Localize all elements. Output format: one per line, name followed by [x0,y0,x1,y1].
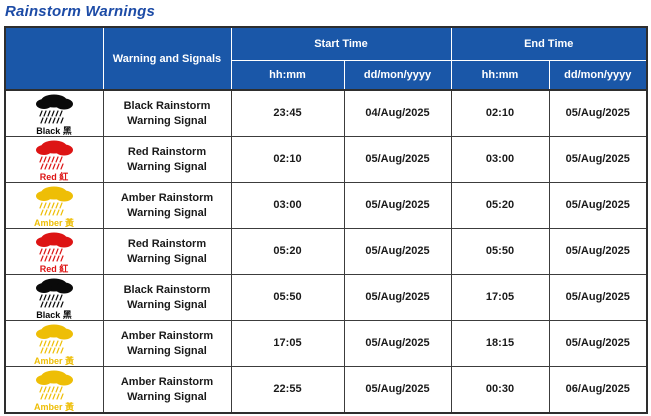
warning-icon-cell: Red 紅 [4,228,104,275]
warning-icon-cell: Amber 黃 [4,182,104,229]
warning-icon-label: Black 黑 [36,126,72,136]
end-date-cell: 05/Aug/2025 [548,320,648,367]
end-date-cell: 05/Aug/2025 [548,89,648,137]
warning-table-row: Amber 黃 Amber Rainstorm Warning Signal 1… [4,320,648,367]
end-time-cell: 00:30 [450,366,550,414]
warning-icon-cell: Amber 黃 [4,366,104,414]
end-time-cell: 17:05 [450,274,550,321]
start-date-cell: 05/Aug/2025 [343,136,452,183]
header-start-time-group: Start Time [230,26,452,61]
end-date-cell: 05/Aug/2025 [548,228,648,275]
end-date-cell: 05/Aug/2025 [548,274,648,321]
signal-name-cell: Amber Rainstorm Warning Signal [102,182,232,229]
warning-icon-label: Amber 黃 [34,217,74,228]
start-date-cell: 05/Aug/2025 [343,228,452,275]
end-date-cell: 06/Aug/2025 [548,366,648,414]
warning-table-row: Red 紅 Red Rainstorm Warning Signal 05:20… [4,228,648,275]
page-title: Rainstorm Warnings [5,3,156,20]
red-rainstorm-icon: Red 紅 [36,140,74,182]
start-time-cell: 03:00 [230,182,345,229]
header-start-hhmm: hh:mm [230,60,345,91]
black-rainstorm-icon: Black 黑 [36,94,74,136]
warning-table-row: Amber 黃 Amber Rainstorm Warning Signal 0… [4,182,648,229]
warning-table-row: Black 黑 Black Rainstorm Warning Signal 2… [4,89,648,137]
red-rainstorm-icon: Red 紅 [36,232,74,274]
start-time-cell: 22:55 [230,366,345,414]
warning-icon-cell: Red 紅 [4,136,104,183]
start-time-cell: 02:10 [230,136,345,183]
end-time-cell: 02:10 [450,89,550,137]
start-date-cell: 05/Aug/2025 [343,274,452,321]
amber-rainstorm-icon: Amber 黃 [34,324,74,366]
start-time-cell: 05:20 [230,228,345,275]
warning-icon-label: Red 紅 [40,263,69,274]
warning-icon-label: Red 紅 [40,171,69,182]
warning-icon-cell: Amber 黃 [4,320,104,367]
signal-name-cell: Black Rainstorm Warning Signal [102,89,232,137]
warning-table-row: Amber 黃 Amber Rainstorm Warning Signal 2… [4,366,648,414]
header-end-hhmm: hh:mm [450,60,550,91]
warning-icon-label: Amber 黃 [34,355,74,366]
start-date-cell: 05/Aug/2025 [343,182,452,229]
warning-icon-label: Amber 黃 [34,401,74,412]
end-time-cell: 05:50 [450,228,550,275]
header-warning-and-signals: Warning and Signals [102,26,232,91]
start-time-cell: 17:05 [230,320,345,367]
warning-icon-label: Black 黑 [36,310,72,320]
end-time-cell: 18:15 [450,320,550,367]
end-date-cell: 05/Aug/2025 [548,136,648,183]
start-time-cell: 23:45 [230,89,345,137]
black-rainstorm-icon: Black 黑 [36,278,74,320]
start-date-cell: 04/Aug/2025 [343,89,452,137]
signal-name-cell: Amber Rainstorm Warning Signal [102,320,232,367]
end-date-cell: 05/Aug/2025 [548,182,648,229]
warning-table-row: Black 黑 Black Rainstorm Warning Signal 0… [4,274,648,321]
warning-icon-cell: Black 黑 [4,274,104,321]
warning-table-row: Red 紅 Red Rainstorm Warning Signal 02:10… [4,136,648,183]
start-time-cell: 05:50 [230,274,345,321]
start-date-cell: 05/Aug/2025 [343,366,452,414]
header-end-date: dd/mon/yyyy [548,60,648,91]
header-icon-column [4,26,104,91]
warnings-table-body: Black 黑 Black Rainstorm Warning Signal 2… [4,89,648,414]
rainstorm-warnings-table: Warning and Signals Start Time End Time … [4,26,648,414]
signal-name-cell: Red Rainstorm Warning Signal [102,228,232,275]
amber-rainstorm-icon: Amber 黃 [34,186,74,228]
amber-rainstorm-icon: Amber 黃 [34,370,74,412]
signal-name-cell: Amber Rainstorm Warning Signal [102,366,232,414]
signal-name-cell: Black Rainstorm Warning Signal [102,274,232,321]
end-time-cell: 03:00 [450,136,550,183]
header-end-time-group: End Time [450,26,648,61]
end-time-cell: 05:20 [450,182,550,229]
signal-name-cell: Red Rainstorm Warning Signal [102,136,232,183]
start-date-cell: 05/Aug/2025 [343,320,452,367]
header-start-date: dd/mon/yyyy [343,60,452,91]
warning-icon-cell: Black 黑 [4,89,104,137]
